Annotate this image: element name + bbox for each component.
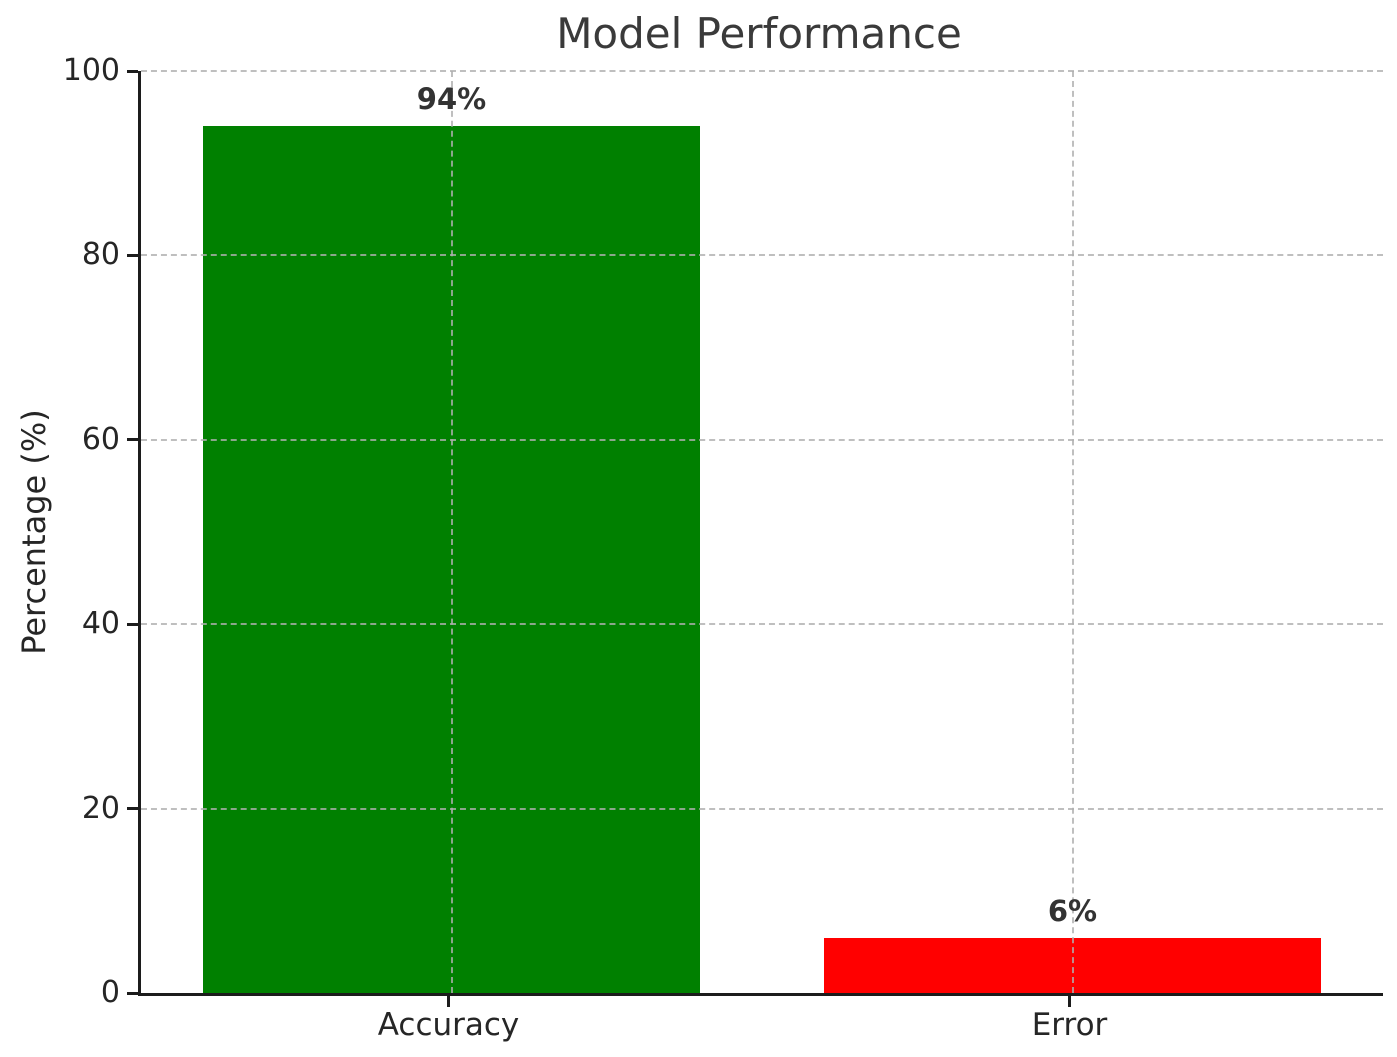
bar-value-label: 6% (1047, 893, 1098, 928)
y-tick-mark (127, 253, 138, 257)
y-tick-mark (127, 69, 138, 73)
y-gridline (141, 807, 1383, 810)
y-tick-mark (127, 438, 138, 442)
y-gridline (141, 254, 1383, 257)
plot-area: 94% 6% (138, 70, 1383, 996)
y-tick-mark (127, 622, 138, 626)
x-tick-label-accuracy: Accuracy (377, 1007, 520, 1043)
x-tick-mark (1068, 996, 1071, 1007)
y-tick-label: 20 (81, 790, 120, 826)
y-tick-mark (127, 807, 138, 811)
y-tick-label: 100 (62, 53, 120, 88)
bar-value-label: 94% (416, 82, 487, 117)
y-gridline (141, 623, 1383, 626)
x-tick-label-error: Error (1031, 1007, 1108, 1043)
y-gridline (141, 70, 1383, 72)
x-tick-mark (447, 996, 450, 1007)
y-tick-label: 80 (81, 237, 120, 273)
chart-title: Model Performance (556, 9, 962, 58)
y-gridline (141, 438, 1383, 441)
y-tick-label: 0 (100, 975, 120, 1010)
x-gridline (1071, 71, 1074, 993)
x-gridline (450, 71, 453, 993)
y-tick-label: 40 (81, 606, 120, 642)
y-tick-mark (127, 991, 138, 995)
y-tick-label: 60 (81, 421, 120, 457)
